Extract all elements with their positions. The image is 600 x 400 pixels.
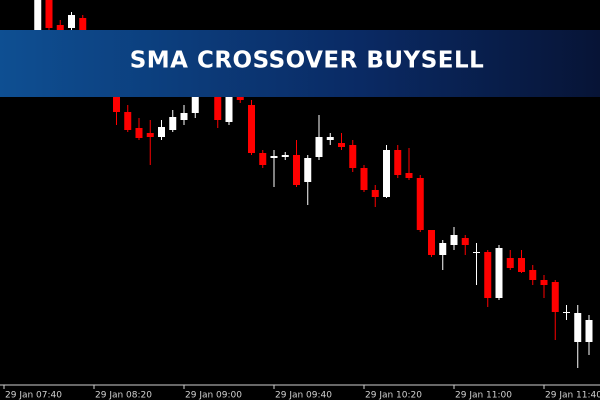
candle-body [124, 112, 132, 130]
x-tick-label: 29 Jan 09:40 [275, 391, 332, 400]
candle-body [113, 85, 120, 112]
candle-body [191, 97, 199, 113]
candle-body [484, 252, 492, 298]
candle-body [416, 178, 424, 230]
candle-body [169, 117, 177, 130]
candle-body [551, 282, 559, 312]
candle-body [45, 0, 53, 28]
x-axis: 29 Jan 07:40 29 Jan 08:20 29 Jan 09:00 29 J… [3, 385, 600, 400]
candle-body [304, 158, 312, 182]
candle-body [529, 270, 537, 280]
candle-body [293, 155, 300, 185]
x-tick-label: 29 Jan 10:20 [365, 391, 422, 400]
candle-body [236, 97, 244, 100]
candle-body [450, 235, 458, 245]
candle-body [428, 230, 435, 255]
candle-body [56, 25, 64, 30]
candle-body [214, 95, 222, 120]
candle-body [371, 190, 379, 197]
candle-body [248, 105, 255, 153]
candle-body [34, 0, 42, 45]
candle-body [518, 258, 525, 272]
candle-body [259, 153, 267, 165]
candle-body [439, 243, 447, 255]
candle-body [383, 150, 390, 197]
candle-body [360, 168, 368, 190]
candle-body [270, 156, 278, 158]
candle-body [585, 320, 593, 342]
candle-body [461, 238, 469, 245]
candle-body [574, 313, 582, 342]
candle-body [338, 143, 345, 147]
chart-title: SMA CROSSOVER BUYSELL [130, 48, 485, 74]
x-tick-label: 29 Jan 09:00 [185, 391, 242, 400]
x-tick-label: 29 Jan 11:00 [455, 391, 512, 400]
candle-body [68, 15, 75, 28]
candle-body [405, 173, 413, 178]
x-tick-label: 29 Jan 08:20 [95, 391, 152, 400]
candle-body [315, 137, 323, 157]
x-tick-label: 29 Jan 07:40 [5, 391, 62, 400]
candle-body [135, 128, 143, 138]
candle-body [146, 133, 154, 137]
candle-body [495, 248, 503, 298]
candle-body [473, 252, 480, 253]
candle-body [158, 127, 165, 137]
candle-body [540, 280, 548, 285]
candle-body [326, 137, 334, 140]
candle-body [281, 155, 289, 157]
candle-body [506, 258, 514, 268]
x-tick-label: 29 Jan 11:40 [545, 391, 600, 400]
candle-body [180, 113, 188, 120]
candle-body [349, 145, 357, 168]
candle-body [225, 97, 233, 122]
candle-body [394, 150, 402, 175]
candle-body [563, 312, 570, 313]
title-banner [0, 30, 600, 97]
